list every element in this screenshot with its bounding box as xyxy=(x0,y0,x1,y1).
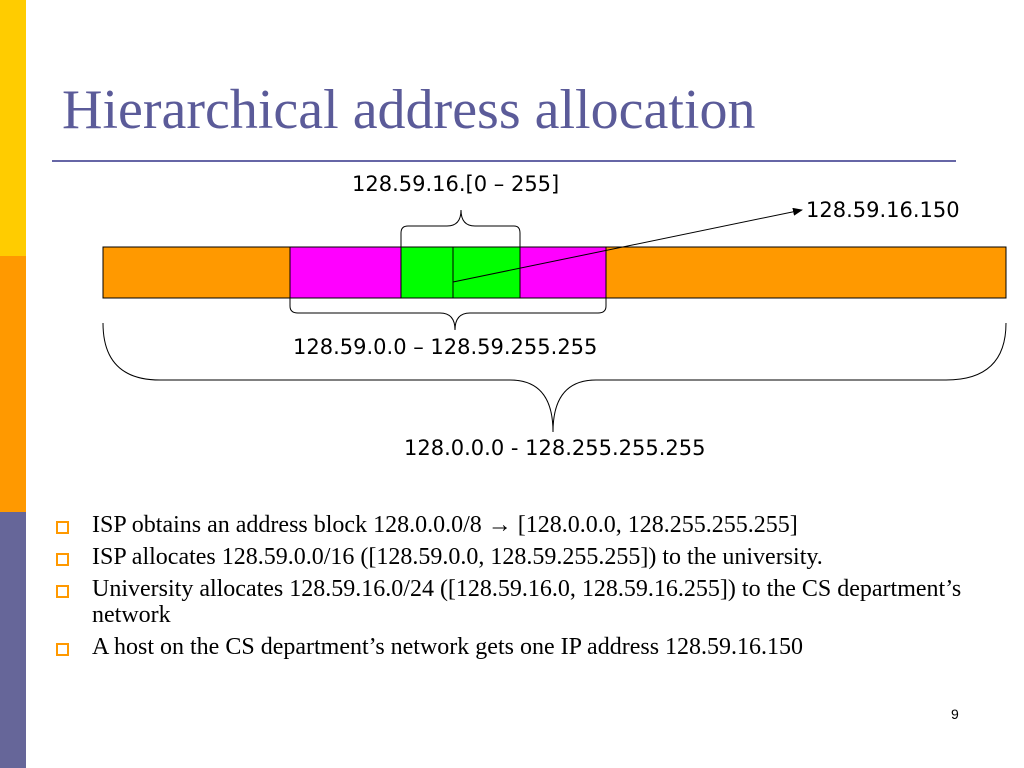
list-item: University allocates 128.59.16.0/24 ([12… xyxy=(52,576,992,628)
brace-subnet16 xyxy=(289,298,607,331)
sidebar-accent-purple xyxy=(0,512,26,768)
square-bullet-icon xyxy=(56,643,69,656)
square-bullet-icon xyxy=(56,585,69,598)
bullet-text: ISP obtains an address block 128.0.0.0/8… xyxy=(92,512,798,538)
list-item: A host on the CS department’s network ge… xyxy=(52,634,992,660)
cs-block-left xyxy=(400,246,454,299)
bullet-text: A host on the CS department’s network ge… xyxy=(92,634,804,660)
bullet-text: ISP allocates 128.59.0.0/16 ([128.59.0.0… xyxy=(92,544,823,570)
label-subnet24: 128.59.16.[0 – 255] xyxy=(352,172,560,196)
isp-block-left xyxy=(102,246,291,299)
label-host-address: 128.59.16.150 xyxy=(806,198,960,222)
brace-block8 xyxy=(102,322,1007,433)
slide-title: Hierarchical address allocation xyxy=(62,79,756,141)
label-subnet16: 128.59.0.0 – 128.59.255.255 xyxy=(293,335,598,359)
label-block8: 128.0.0.0 - 128.255.255.255 xyxy=(404,436,706,460)
host-pointer-arrow xyxy=(452,207,803,283)
isp-block-right xyxy=(605,246,1007,299)
cs-block-right xyxy=(452,246,521,299)
university-block-right xyxy=(519,246,607,299)
sidebar-accent-yellow xyxy=(0,0,26,256)
page-number: 9 xyxy=(951,706,959,722)
sidebar-accent xyxy=(0,0,26,768)
bullet-list: ISP obtains an address block 128.0.0.0/8… xyxy=(52,512,992,666)
brace-subnet24 xyxy=(400,209,521,247)
list-item: ISP obtains an address block 128.0.0.0/8… xyxy=(52,512,992,538)
sidebar-accent-orange xyxy=(0,256,26,512)
square-bullet-icon xyxy=(56,553,69,566)
title-underline xyxy=(52,160,956,162)
bullet-text: University allocates 128.59.16.0/24 ([12… xyxy=(92,576,962,628)
square-bullet-icon xyxy=(56,521,69,534)
university-block-left xyxy=(289,246,402,299)
list-item: ISP allocates 128.59.0.0/16 ([128.59.0.0… xyxy=(52,544,992,570)
